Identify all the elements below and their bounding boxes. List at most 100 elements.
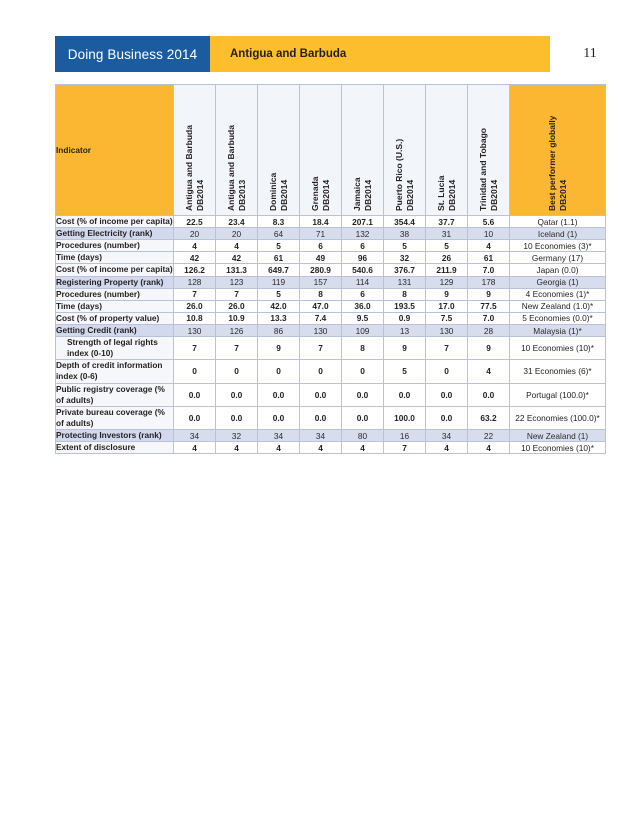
data-cell: 0 — [173, 359, 216, 384]
data-cell: 0 — [257, 359, 300, 384]
data-cell: 16 — [383, 428, 426, 443]
row-indicator-label: Time (days) — [55, 299, 174, 313]
data-cell: 42 — [173, 251, 216, 265]
data-cell: 157 — [299, 275, 342, 289]
rotated-label-wrap: Antigua and Barbuda DB2014 — [174, 87, 215, 213]
economy-name: Antigua and Barbuda — [230, 48, 347, 60]
data-cell: 26 — [425, 251, 468, 265]
data-cell: 4 — [467, 359, 510, 384]
column-header-jamaica-db2014: Jamaica DB2014 — [341, 84, 384, 216]
data-cell: 9 — [257, 336, 300, 361]
best-performer-cell: Qatar (1.1) — [509, 214, 606, 229]
data-cell: 5 — [383, 359, 426, 384]
table-row: Procedures (number) 7 7 5 8 6 8 9 9 4 Economies (… — [55, 287, 606, 301]
data-cell: 207.1 — [341, 214, 384, 229]
table-row: Getting Electricity (rank) 20 20 64 71 132 38 3… — [55, 227, 606, 241]
data-cell: 18.4 — [299, 214, 342, 229]
data-cell: 49 — [299, 251, 342, 265]
table-header: Indicator Antigua and Barbuda DB2014 Antig… — [55, 84, 606, 216]
data-cell: 0.9 — [383, 311, 426, 325]
table-row: Cost (% of property value) 10.8 10.9 13.3 7.… — [55, 311, 606, 325]
column-header-label: Trinidad and Tobago DB2014 — [477, 128, 499, 211]
data-cell: 7.0 — [467, 311, 510, 325]
data-cell: 37.7 — [425, 214, 468, 229]
column-header-antigua-and-barbuda-db2013: Antigua and Barbuda DB2013 — [215, 84, 258, 216]
row-indicator-label: Procedures (number) — [55, 287, 174, 301]
column-header-trinidad-and-tobago-db2014: Trinidad and Tobago DB2014 — [467, 84, 510, 216]
column-header-label: Best performer globally DB2014 — [546, 115, 568, 211]
column-header-st-lucia-db2014: St. Lucia DB2014 — [425, 84, 468, 216]
rotated-label-wrap: Trinidad and Tobago DB2014 — [468, 87, 509, 213]
data-cell: 178 — [467, 275, 510, 289]
table-row: Extent of disclosure 4 4 4 4 4 7 4 4 10 Economies… — [55, 441, 606, 455]
data-cell: 114 — [341, 275, 384, 289]
data-cell: 126 — [215, 323, 258, 338]
row-indicator-label: Cost (% of income per capita) — [55, 263, 174, 277]
data-cell: 5 — [425, 239, 468, 253]
data-cell: 126.2 — [173, 263, 216, 277]
data-cell: 38 — [383, 227, 426, 241]
data-cell: 0 — [341, 359, 384, 384]
column-header-label: Grenada DB2014 — [309, 176, 331, 212]
data-cell: 376.7 — [383, 263, 426, 277]
data-cell: 26.0 — [215, 299, 258, 313]
data-cell: 5 — [257, 287, 300, 301]
data-cell: 131.3 — [215, 263, 258, 277]
data-cell: 9 — [467, 287, 510, 301]
data-cell: 0.0 — [173, 382, 216, 407]
data-cell: 5 — [383, 239, 426, 253]
data-cell: 4 — [467, 441, 510, 455]
rotated-label-wrap: Best performer globally DB2014 — [510, 87, 605, 213]
data-cell: 80 — [341, 428, 384, 443]
page-banner: Doing Business 2014 Antigua and Barbuda — [0, 36, 640, 72]
column-header-puerto-rico-u-s-db2014: Puerto Rico (U.S.) DB2014 — [383, 84, 426, 216]
row-indicator-label: Protecting Investors (rank) — [55, 428, 174, 443]
column-header-best-performer-globally-db2014: Best performer globally DB2014 — [509, 84, 606, 216]
data-cell: 10.9 — [215, 311, 258, 325]
data-cell: 9 — [425, 287, 468, 301]
data-cell: 23.4 — [215, 214, 258, 229]
page-number: 11 — [583, 46, 597, 61]
data-cell: 20 — [173, 227, 216, 241]
data-cell: 0 — [425, 359, 468, 384]
data-cell: 0.0 — [425, 405, 468, 430]
data-cell: 0.0 — [341, 405, 384, 430]
data-cell: 4 — [173, 441, 216, 455]
data-cell: 4 — [215, 239, 258, 253]
data-cell: 10 — [467, 227, 510, 241]
data-cell: 280.9 — [299, 263, 342, 277]
data-cell: 4 — [467, 239, 510, 253]
rotated-label-wrap: Grenada DB2014 — [300, 87, 341, 213]
data-cell: 0 — [299, 359, 342, 384]
data-cell: 13 — [383, 323, 426, 338]
data-cell: 6 — [341, 239, 384, 253]
data-cell: 0.0 — [173, 405, 216, 430]
table-row: Time (days) 42 42 61 49 96 32 26 61 Germany (17) — [55, 251, 606, 265]
best-performer-cell: 5 Economies (0.0)* — [509, 311, 606, 325]
row-indicator-label: Public registry coverage (% of adults) — [55, 382, 174, 407]
column-header-grenada-db2014: Grenada DB2014 — [299, 84, 342, 216]
data-cell: 22.5 — [173, 214, 216, 229]
data-cell: 32 — [215, 428, 258, 443]
data-cell: 47.0 — [299, 299, 342, 313]
data-cell: 7 — [215, 287, 258, 301]
data-cell: 0.0 — [467, 382, 510, 407]
data-cell: 354.4 — [383, 214, 426, 229]
data-cell: 7 — [173, 287, 216, 301]
data-cell: 649.7 — [257, 263, 300, 277]
table-row: Registering Property (rank) 128 123 119 157 1… — [55, 275, 606, 289]
data-cell: 31 — [425, 227, 468, 241]
rotated-label-wrap: Antigua and Barbuda DB2013 — [216, 87, 257, 213]
data-cell: 100.0 — [383, 405, 426, 430]
table-body: Cost (% of income per capita) 22.5 23.4 8.3… — [55, 214, 606, 455]
data-cell: 0.0 — [425, 382, 468, 407]
data-cell: 4 — [425, 441, 468, 455]
data-cell: 28 — [467, 323, 510, 338]
best-performer-cell: New Zealand (1) — [509, 428, 606, 443]
row-indicator-label: Strength of legal rights index (0-10) — [55, 336, 174, 361]
data-cell: 4 — [299, 441, 342, 455]
row-indicator-label: Getting Electricity (rank) — [55, 227, 174, 241]
data-cell: 6 — [299, 239, 342, 253]
data-cell: 131 — [383, 275, 426, 289]
best-performer-cell: Germany (17) — [509, 251, 606, 265]
